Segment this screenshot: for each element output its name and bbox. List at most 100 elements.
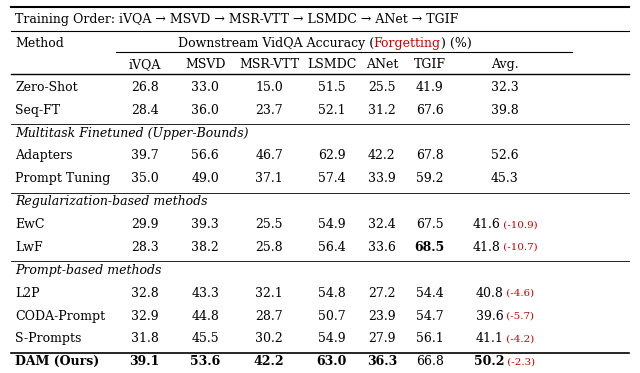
Text: 46.7: 46.7 bbox=[255, 150, 283, 162]
Text: 35.0: 35.0 bbox=[131, 172, 159, 185]
Text: 31.2: 31.2 bbox=[368, 104, 396, 117]
Text: Prompt Tuning: Prompt Tuning bbox=[15, 172, 111, 185]
Text: 33.6: 33.6 bbox=[368, 241, 396, 254]
Text: 15.0: 15.0 bbox=[255, 81, 283, 94]
Text: 39.1: 39.1 bbox=[129, 355, 160, 368]
Text: 26.8: 26.8 bbox=[131, 81, 159, 94]
Text: (-2.3): (-2.3) bbox=[504, 357, 536, 366]
Text: 67.5: 67.5 bbox=[416, 218, 444, 231]
Text: 54.7: 54.7 bbox=[416, 310, 444, 323]
Text: TGIF: TGIF bbox=[413, 58, 445, 71]
Text: (-10.9): (-10.9) bbox=[500, 220, 538, 229]
Text: 53.6: 53.6 bbox=[190, 355, 220, 368]
Text: LwF: LwF bbox=[15, 241, 43, 254]
Text: 51.5: 51.5 bbox=[317, 81, 346, 94]
Text: ) (%): ) (%) bbox=[440, 37, 471, 50]
Text: 52.1: 52.1 bbox=[317, 104, 346, 117]
Text: LSMDC: LSMDC bbox=[307, 58, 356, 71]
Text: 54.8: 54.8 bbox=[317, 287, 346, 300]
Text: 27.9: 27.9 bbox=[368, 332, 396, 345]
Text: 30.2: 30.2 bbox=[255, 332, 283, 345]
Text: 57.4: 57.4 bbox=[317, 172, 346, 185]
Text: (-5.7): (-5.7) bbox=[503, 311, 534, 320]
Text: iVQA: iVQA bbox=[129, 58, 161, 71]
Text: 32.1: 32.1 bbox=[255, 287, 283, 300]
Text: 39.6: 39.6 bbox=[476, 310, 503, 323]
Text: Forgetting: Forgetting bbox=[374, 37, 441, 50]
Text: Seq-FT: Seq-FT bbox=[15, 104, 61, 117]
Text: 68.5: 68.5 bbox=[415, 241, 445, 254]
Text: 43.3: 43.3 bbox=[191, 287, 220, 300]
Text: 45.5: 45.5 bbox=[191, 332, 219, 345]
Text: 32.8: 32.8 bbox=[131, 287, 159, 300]
Text: 50.2: 50.2 bbox=[474, 355, 504, 368]
Text: 33.0: 33.0 bbox=[191, 81, 220, 94]
Text: 36.3: 36.3 bbox=[367, 355, 397, 368]
Text: 52.6: 52.6 bbox=[491, 150, 518, 162]
Text: Method: Method bbox=[15, 37, 64, 50]
Text: 56.1: 56.1 bbox=[416, 332, 444, 345]
Text: 40.8: 40.8 bbox=[476, 287, 503, 300]
Text: S-Prompts: S-Prompts bbox=[15, 332, 82, 345]
Text: 54.4: 54.4 bbox=[416, 287, 444, 300]
Text: Multitask Finetuned (Upper-Bounds): Multitask Finetuned (Upper-Bounds) bbox=[15, 126, 249, 140]
Text: 39.7: 39.7 bbox=[131, 150, 159, 162]
Text: Prompt-based methods: Prompt-based methods bbox=[15, 264, 162, 277]
Text: 36.0: 36.0 bbox=[191, 104, 220, 117]
Text: 67.6: 67.6 bbox=[416, 104, 444, 117]
Text: 27.2: 27.2 bbox=[368, 287, 396, 300]
Text: 38.2: 38.2 bbox=[191, 241, 219, 254]
Text: 23.9: 23.9 bbox=[368, 310, 396, 323]
Text: 56.4: 56.4 bbox=[317, 241, 346, 254]
Text: 25.5: 25.5 bbox=[255, 218, 283, 231]
Text: Avg.: Avg. bbox=[491, 58, 518, 71]
Text: 66.8: 66.8 bbox=[415, 355, 444, 368]
Text: 42.2: 42.2 bbox=[368, 150, 396, 162]
Text: 63.0: 63.0 bbox=[316, 355, 347, 368]
Text: MSVD: MSVD bbox=[185, 58, 225, 71]
Text: 37.1: 37.1 bbox=[255, 172, 283, 185]
Text: 56.6: 56.6 bbox=[191, 150, 219, 162]
Text: Regularization-based methods: Regularization-based methods bbox=[15, 195, 208, 208]
Text: 41.1: 41.1 bbox=[476, 332, 503, 345]
Text: 50.7: 50.7 bbox=[317, 310, 346, 323]
Text: 67.8: 67.8 bbox=[416, 150, 444, 162]
Text: 32.9: 32.9 bbox=[131, 310, 159, 323]
Text: 23.7: 23.7 bbox=[255, 104, 283, 117]
Text: 28.4: 28.4 bbox=[131, 104, 159, 117]
Text: 41.6: 41.6 bbox=[472, 218, 500, 231]
Text: 42.2: 42.2 bbox=[253, 355, 284, 368]
Text: DAM (Ours): DAM (Ours) bbox=[15, 355, 100, 368]
Text: 31.8: 31.8 bbox=[131, 332, 159, 345]
Text: CODA-Prompt: CODA-Prompt bbox=[15, 310, 106, 323]
Text: 59.2: 59.2 bbox=[416, 172, 444, 185]
Text: 32.4: 32.4 bbox=[368, 218, 396, 231]
Text: 25.5: 25.5 bbox=[368, 81, 396, 94]
Text: 28.7: 28.7 bbox=[255, 310, 283, 323]
Text: ANet: ANet bbox=[365, 58, 398, 71]
Text: Training Order: iVQA → MSVD → MSR-VTT → LSMDC → ANet → TGIF: Training Order: iVQA → MSVD → MSR-VTT → … bbox=[15, 13, 459, 26]
Text: (-4.2): (-4.2) bbox=[503, 335, 534, 344]
Text: 33.9: 33.9 bbox=[368, 172, 396, 185]
Text: L2P: L2P bbox=[15, 287, 40, 300]
Text: 54.9: 54.9 bbox=[317, 218, 346, 231]
Text: EwC: EwC bbox=[15, 218, 45, 231]
Text: 62.9: 62.9 bbox=[317, 150, 346, 162]
Text: (-10.7): (-10.7) bbox=[500, 243, 538, 252]
Text: (-4.6): (-4.6) bbox=[503, 289, 534, 298]
Text: Adapters: Adapters bbox=[15, 150, 73, 162]
Text: 54.9: 54.9 bbox=[317, 332, 346, 345]
Text: Zero-Shot: Zero-Shot bbox=[15, 81, 78, 94]
Text: 28.3: 28.3 bbox=[131, 241, 159, 254]
Text: 41.8: 41.8 bbox=[472, 241, 500, 254]
Text: 41.9: 41.9 bbox=[416, 81, 444, 94]
Text: 29.9: 29.9 bbox=[131, 218, 159, 231]
Text: 39.3: 39.3 bbox=[191, 218, 219, 231]
Text: 39.8: 39.8 bbox=[491, 104, 518, 117]
Text: 49.0: 49.0 bbox=[191, 172, 219, 185]
Text: 44.8: 44.8 bbox=[191, 310, 220, 323]
Text: Downstream VidQA Accuracy (: Downstream VidQA Accuracy ( bbox=[179, 37, 374, 50]
Text: 32.3: 32.3 bbox=[491, 81, 518, 94]
Text: 45.3: 45.3 bbox=[491, 172, 518, 185]
Text: 25.8: 25.8 bbox=[255, 241, 283, 254]
